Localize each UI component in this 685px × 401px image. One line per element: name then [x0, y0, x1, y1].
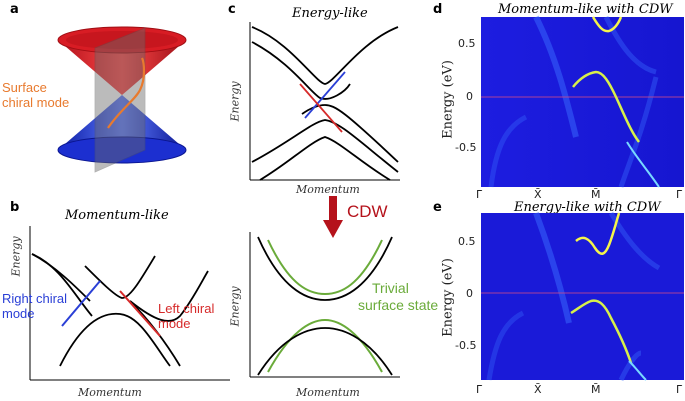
band-c-top-3: [301, 104, 399, 163]
panel-c-top-plot: [249, 22, 400, 181]
panel-e-ylabel: Energy (eV): [440, 258, 456, 337]
right-chiral-mode-annotation: Right chiral mode: [2, 291, 67, 321]
panel-c-top-ylabel: Energy: [228, 81, 242, 122]
red-chiral-line-c: [299, 83, 343, 133]
right-mode-line-1: Right chiral: [2, 291, 68, 306]
panel-e-xtick-1: X̄: [534, 383, 542, 396]
bright-band-e-lower: [628, 360, 647, 381]
panel-b-xlabel: Momentum: [78, 386, 142, 399]
band-c-top-1: [251, 26, 399, 85]
bright-band-e-upper: [575, 212, 621, 255]
panel-e-xtick-0: Γ̄: [476, 383, 483, 396]
band-c-top-5: [259, 136, 391, 181]
trivial-line-2: surface state: [358, 297, 439, 313]
panel-a-label: a: [10, 2, 19, 17]
panel-c-bottom-xlabel: Momentum: [296, 386, 360, 399]
band-b-upper-x1: [84, 255, 156, 299]
bright-band-d-upper: [591, 16, 623, 33]
panel-d-ytick-2: -0.5: [455, 141, 477, 154]
surface-annotation-line-2: chiral mode: [2, 95, 70, 110]
panel-c-top-xlabel: Momentum: [296, 183, 360, 196]
surface-chiral-mode-curve: [107, 57, 146, 129]
panel-d-xtick-1: X̄: [534, 188, 542, 201]
trivial-lower-band: [267, 318, 383, 373]
panel-d-ytick-1: 0: [466, 90, 473, 103]
panel-c-label: c: [228, 2, 236, 17]
panel-d-xtick-2: M̄: [591, 188, 601, 201]
surface-chiral-mode-annotation: Surface chiral mode: [2, 80, 69, 110]
left-mode-line-2: mode: [158, 316, 191, 331]
right-chiral-mode-line: [61, 280, 101, 327]
panel-d-title: Momentum-like with CDW: [498, 2, 673, 17]
panel-e-xtick-2: M̄: [591, 383, 601, 396]
lower-cone: [58, 95, 186, 150]
panel-e-spectrum: [481, 211, 684, 382]
band-c-top-4: [251, 119, 399, 173]
panel-d-xtick-0: Γ̄: [476, 188, 483, 201]
surface-annotation-line-1: Surface: [2, 80, 47, 95]
bright-band-d-lower: [626, 141, 660, 188]
right-mode-line-2: mode: [2, 306, 35, 321]
trivial-surface-state-annotation: Trivial surface state: [358, 280, 438, 314]
surface-plane: [94, 27, 146, 173]
panel-e-ytick-0: 0.5: [458, 235, 476, 248]
panel-b-plot: [29, 226, 230, 381]
panel-d-ylabel: Energy (eV): [440, 60, 456, 139]
band-b-lower-left: [59, 313, 171, 367]
blue-chiral-line-c: [304, 71, 346, 119]
panel-a-cones-figure: [57, 26, 187, 173]
panel-b-label: b: [10, 200, 20, 215]
panel-e-ytick-2: -0.5: [455, 339, 477, 352]
panel-c-title: Energy-like: [292, 6, 368, 21]
panel-d-ytick-0: 0.5: [458, 37, 476, 50]
band-c-top-2: [251, 41, 351, 100]
panel-d-label: d: [433, 2, 443, 17]
cdw-arrow-label: CDW: [347, 202, 388, 221]
panel-e-ytick-1: 0: [466, 287, 473, 300]
panel-d-spectrum: [481, 15, 684, 188]
panel-e-xtick-3: Γ̄: [676, 383, 683, 396]
panel-d-xtick-3: Γ̄: [676, 188, 683, 201]
panel-c-bottom-ylabel: Energy: [228, 286, 242, 327]
band-c-bottom-upper: [257, 236, 393, 301]
panel-c-bottom-plot: [249, 232, 400, 378]
bright-band-e-mid: [570, 299, 633, 364]
panel-b-ylabel: Energy: [9, 236, 23, 277]
left-chiral-mode-line: [119, 290, 161, 337]
cdw-arrow: [323, 196, 343, 238]
panel-e-label: e: [433, 200, 442, 215]
lower-cone-rim: [57, 136, 187, 164]
band-c-bottom-lower: [257, 327, 393, 376]
left-mode-line-1: Left chiral: [158, 301, 215, 316]
panel-e-title: Energy-like with CDW: [514, 200, 661, 215]
bright-band-d-mid: [572, 70, 640, 143]
upper-cone: [58, 40, 186, 95]
left-chiral-mode-annotation: Left chiral mode: [158, 301, 214, 331]
panel-b-title: Momentum-like: [65, 208, 169, 223]
trivial-upper-band: [267, 239, 383, 296]
trivial-line-1: Trivial: [372, 280, 409, 296]
